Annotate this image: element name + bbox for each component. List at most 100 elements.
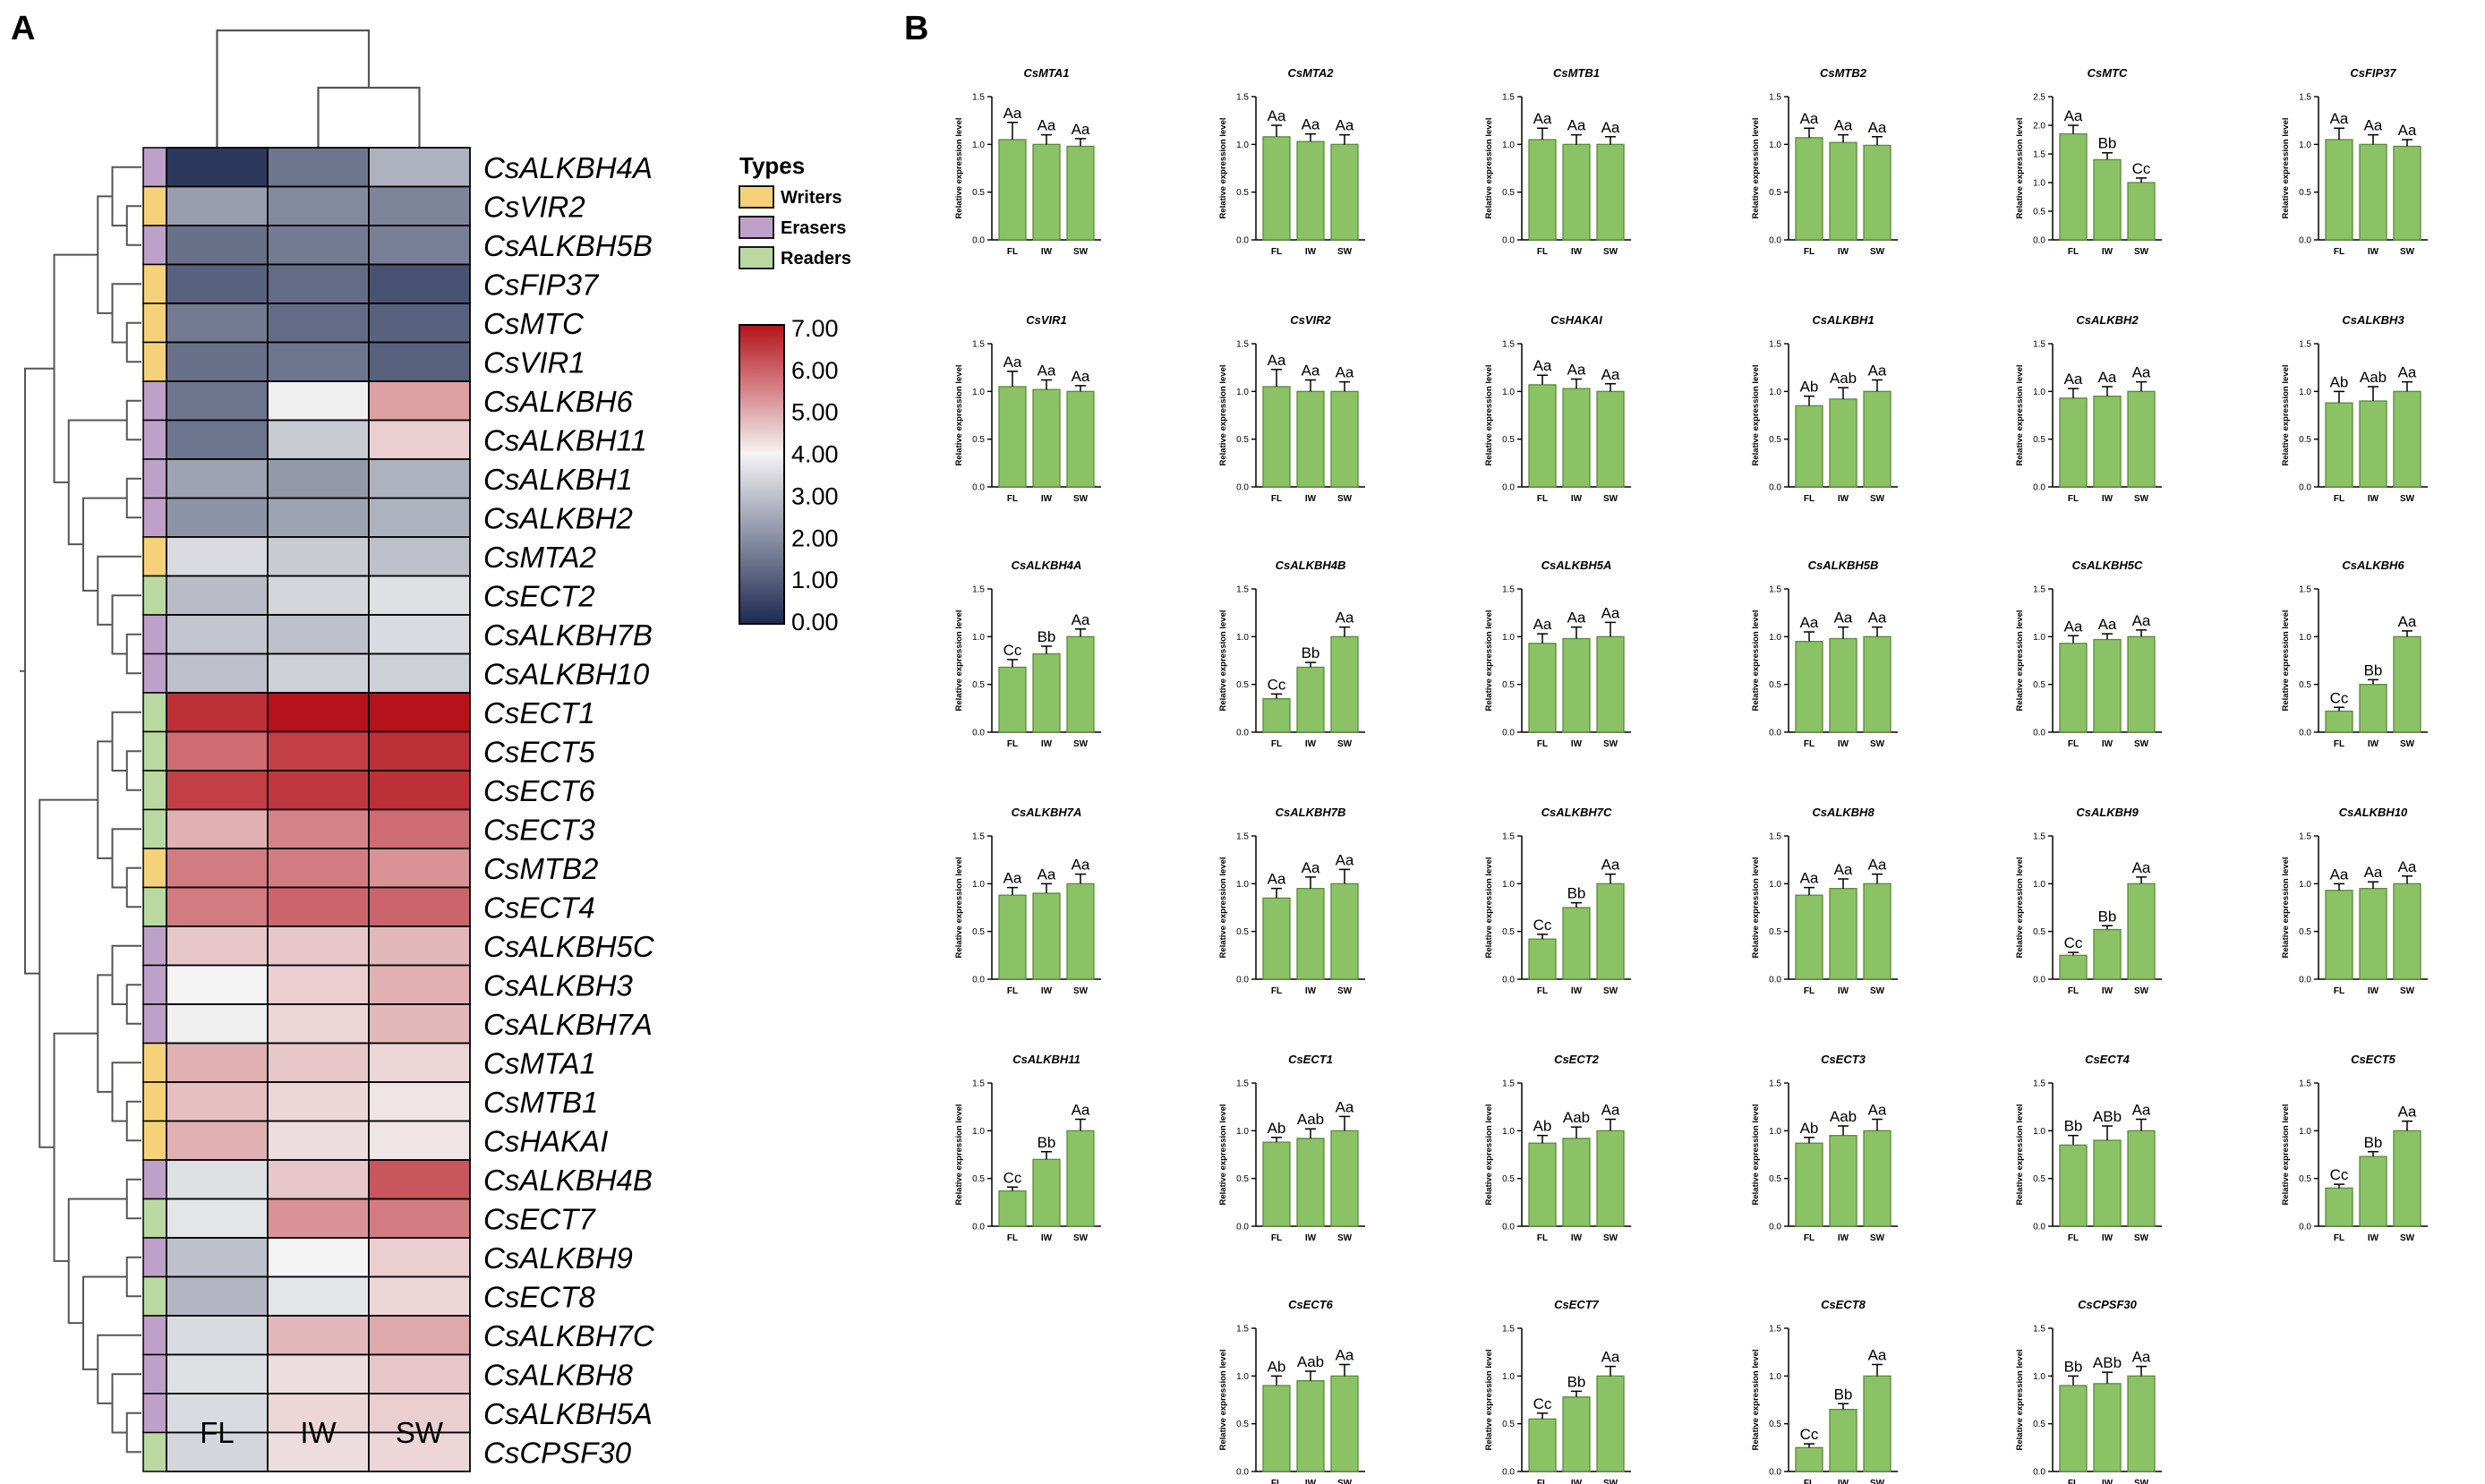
gene-label-csect4: CsECT4 bbox=[483, 891, 595, 924]
bar-csalkbh3-sw bbox=[2393, 390, 2421, 488]
cell-csalkbh7c-sw bbox=[368, 1315, 471, 1356]
y-tick-label: 1.0 bbox=[2299, 1127, 2311, 1137]
gene-label-csalkbh2: CsALKBH2 bbox=[483, 501, 633, 534]
y-axis-label-cshakai: Relative expression level bbox=[1484, 364, 1494, 465]
significance-label-csalkbh1-sw: Aa bbox=[1868, 362, 1887, 380]
cell-csalkbh5c-iw bbox=[267, 925, 370, 967]
panel-title-csect6: CsECT6 bbox=[1288, 1298, 1334, 1311]
gene-label-csalkbh7a: CsALKBH7A bbox=[483, 1008, 653, 1041]
gene-label-csect2: CsECT2 bbox=[483, 579, 595, 612]
bar-csalkbh10-sw bbox=[2393, 883, 2421, 980]
panel-title-csalkbh5c: CsALKBH5C bbox=[2072, 559, 2143, 572]
error-bar-csalkbh7a-fl bbox=[1007, 886, 1018, 896]
scale-tick-6-00: 6.00 bbox=[791, 357, 839, 384]
error-bar-csect4-sw bbox=[2136, 1118, 2147, 1131]
y-axis-label-csmta1: Relative expression level bbox=[954, 117, 964, 218]
significance-label-csect7-fl: Cc bbox=[1533, 1395, 1552, 1412]
bar-panel-csalkbh1: CsALKBH1 0.0 0.5 1.0 1.5 Relative expression … bbox=[1751, 313, 1898, 504]
bar-csalkbh1-sw bbox=[1863, 390, 1892, 488]
significance-label-csalkbh6-sw: Aa bbox=[2398, 613, 2417, 630]
cell-csalkbh5b-sw bbox=[368, 225, 471, 266]
y-tick-label: 0.0 bbox=[1502, 1223, 1515, 1232]
bar-csalkbh9-sw bbox=[2127, 883, 2156, 980]
panel-title-csect3: CsECT3 bbox=[1821, 1053, 1866, 1066]
cell-cscpsf30-iw bbox=[267, 1431, 370, 1472]
cell-csect3-fl bbox=[166, 808, 269, 849]
bar-csalkbh5a-iw bbox=[1562, 637, 1591, 733]
x-tick-label-iw: IW bbox=[1305, 739, 1317, 749]
error-bar-csect5-iw bbox=[2368, 1151, 2378, 1157]
gene-label-cshakai: CsHAKAI bbox=[483, 1124, 608, 1157]
x-tick-label-iw: IW bbox=[2102, 1479, 2114, 1484]
x-tick-label-iw: IW bbox=[1305, 1479, 1317, 1484]
legend-title: Types bbox=[739, 152, 805, 179]
bar-csvir2-iw bbox=[1296, 390, 1325, 488]
x-tick-label-fl: FL bbox=[1271, 1233, 1282, 1243]
y-tick-label: 0.5 bbox=[1502, 1174, 1515, 1184]
gene-label-csalkbh10: CsALKBH10 bbox=[483, 657, 650, 690]
bar-csalkbh9-iw bbox=[2093, 928, 2122, 980]
error-bar-csect5-sw bbox=[2402, 1120, 2412, 1131]
y-tick-label: 1.0 bbox=[2299, 388, 2311, 397]
significance-label-csmta2-iw: Aa bbox=[1302, 116, 1320, 133]
bar-csmtb2-fl bbox=[1795, 137, 1823, 241]
bar-csalkbh10-fl bbox=[2325, 890, 2353, 980]
type-tag-csmta2 bbox=[142, 536, 167, 577]
x-tick-label-fl: FL bbox=[1804, 494, 1815, 504]
bar-csect3-fl bbox=[1795, 1142, 1823, 1227]
y-tick-label: 0.0 bbox=[1236, 729, 1249, 738]
y-tick-label: 0.5 bbox=[2033, 208, 2045, 217]
significance-label-csect5-fl: Cc bbox=[2330, 1166, 2349, 1183]
cell-csmtb1-sw bbox=[368, 1081, 471, 1122]
y-tick-label: 0.5 bbox=[1769, 435, 1781, 445]
x-tick-label-fl: FL bbox=[1007, 1233, 1018, 1243]
cell-csalkbh10-fl bbox=[166, 652, 269, 694]
y-tick-label: 0.5 bbox=[972, 188, 985, 198]
y-axis-label-csalkbh5c: Relative expression level bbox=[2015, 610, 2025, 711]
y-tick-label: 1.0 bbox=[2299, 633, 2311, 643]
error-bar-csalkbh2-sw bbox=[2136, 380, 2147, 392]
cell-csvir1-sw bbox=[368, 341, 471, 382]
bar-panel-csalkbh9: CsALKBH9 0.0 0.5 1.0 1.5 Relative expression … bbox=[2015, 806, 2162, 996]
error-bar-csalkbh1-sw bbox=[1872, 379, 1883, 392]
error-bar-csmtb1-sw bbox=[1605, 136, 1616, 145]
error-bar-csalkbh3-sw bbox=[2402, 380, 2412, 392]
bar-panel-csmtb2: CsMTB2 0.0 0.5 1.0 1.5 Relative expression le… bbox=[1751, 66, 1898, 257]
bar-csalkbh11-sw bbox=[1066, 1130, 1095, 1227]
y-axis-label-csmtb1: Relative expression level bbox=[1484, 117, 1494, 218]
significance-label-csect6-fl: Ab bbox=[1268, 1358, 1286, 1375]
significance-label-csalkbh11-fl: Cc bbox=[1003, 1169, 1022, 1186]
error-bar-csect8-iw bbox=[1838, 1403, 1849, 1410]
cell-csect1-sw bbox=[368, 692, 471, 733]
panel-title-csect5: CsECT5 bbox=[2351, 1053, 2396, 1066]
error-bar-csalkbh11-sw bbox=[1075, 1118, 1086, 1131]
cell-csalkbh3-sw bbox=[368, 964, 471, 1005]
type-tag-csalkbh4a bbox=[142, 147, 167, 188]
y-tick-label: 1.5 bbox=[1769, 93, 1781, 103]
y-axis-label-csmtc: Relative expression level bbox=[2015, 117, 2025, 218]
y-axis-label-csalkbh5b: Relative expression level bbox=[1751, 610, 1761, 711]
error-bar-csalkbh5c-sw bbox=[2136, 629, 2147, 637]
y-tick-label: 1.0 bbox=[1769, 388, 1781, 397]
error-bar-csalkbh7c-iw bbox=[1571, 901, 1582, 908]
y-tick-label: 0.0 bbox=[2033, 483, 2045, 493]
error-bar-csalkbh7b-iw bbox=[1305, 876, 1316, 889]
gene-label-csalkbh5c: CsALKBH5C bbox=[483, 930, 655, 963]
bar-panel-csect3: CsECT3 0.0 0.5 1.0 1.5 Relative expression le… bbox=[1751, 1053, 1898, 1243]
bar-csalkbh7c-iw bbox=[1562, 907, 1591, 980]
y-tick-label: 0.5 bbox=[1502, 1420, 1515, 1429]
y-tick-label: 0.0 bbox=[2033, 976, 2045, 985]
type-tag-csect4 bbox=[142, 886, 167, 927]
significance-label-csect2-sw: Aa bbox=[1601, 1102, 1620, 1119]
significance-label-csect5-sw: Aa bbox=[2398, 1104, 2417, 1121]
type-tag-csect5 bbox=[142, 730, 167, 772]
bar-panel-csmtc: CsMTC 0.0 0.5 1.0 1.5 2.0 2.5 Relative expressi… bbox=[2015, 66, 2162, 257]
bar-csalkbh7a-iw bbox=[1032, 892, 1061, 980]
x-tick-label-fl: FL bbox=[2068, 986, 2079, 996]
error-bar-csect6-iw bbox=[1305, 1370, 1316, 1381]
error-bar-csalkbh5b-fl bbox=[1804, 631, 1815, 642]
x-tick-label-fl: FL bbox=[2068, 739, 2079, 749]
bar-csalkbh11-fl bbox=[998, 1190, 1027, 1227]
x-tick-label-iw: IW bbox=[1305, 1233, 1317, 1243]
bar-csect7-fl bbox=[1528, 1418, 1557, 1472]
